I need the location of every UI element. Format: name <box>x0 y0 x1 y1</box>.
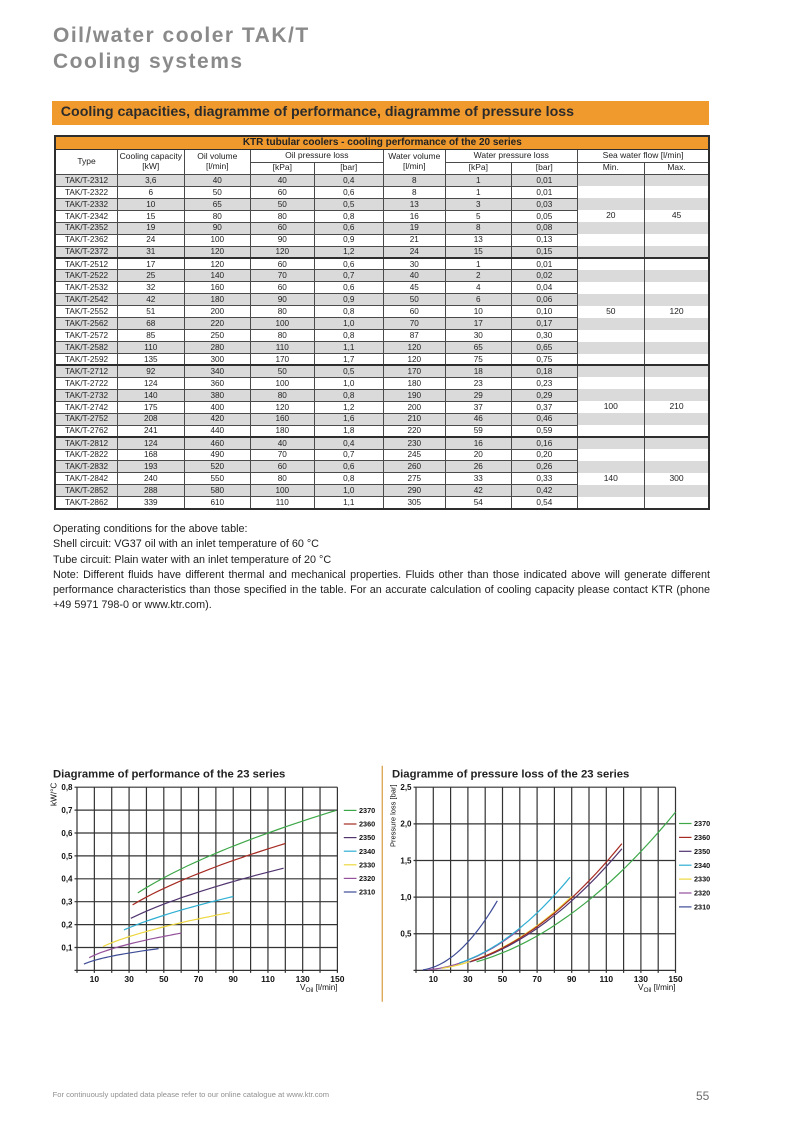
svg-text:0,3: 0,3 <box>61 898 73 907</box>
svg-text:0,2: 0,2 <box>61 921 73 930</box>
svg-text:1,0: 1,0 <box>400 893 412 902</box>
svg-text:90: 90 <box>228 974 238 984</box>
svg-text:2310: 2310 <box>359 888 375 897</box>
svg-text:0,7: 0,7 <box>61 806 73 815</box>
svg-text:VOil [l/min]: VOil [l/min] <box>300 983 338 994</box>
svg-text:2340: 2340 <box>359 847 375 856</box>
svg-text:2330: 2330 <box>359 860 375 869</box>
svg-text:2350: 2350 <box>359 833 375 842</box>
svg-text:0,6: 0,6 <box>61 829 73 838</box>
svg-text:110: 110 <box>599 974 613 984</box>
svg-text:2320: 2320 <box>694 889 710 898</box>
svg-text:150: 150 <box>330 974 344 984</box>
svg-text:1,5: 1,5 <box>400 856 412 865</box>
svg-text:Diagramme of pressure loss of: Diagramme of pressure loss of the 23 ser… <box>392 769 629 781</box>
svg-text:50: 50 <box>498 974 508 984</box>
svg-text:0,4: 0,4 <box>61 875 73 884</box>
svg-text:150: 150 <box>668 974 682 984</box>
svg-text:Pressure loss [bar]: Pressure loss [bar] <box>389 784 398 847</box>
svg-text:70: 70 <box>532 974 542 984</box>
svg-text:2350: 2350 <box>694 847 710 856</box>
svg-text:2370: 2370 <box>359 806 375 815</box>
svg-text:90: 90 <box>567 974 577 984</box>
svg-text:Diagramme of performance of th: Diagramme of performance of the 23 serie… <box>53 769 285 781</box>
svg-text:2370: 2370 <box>694 819 710 828</box>
svg-text:50: 50 <box>159 974 169 984</box>
svg-text:2330: 2330 <box>694 875 710 884</box>
svg-text:2320: 2320 <box>359 874 375 883</box>
svg-text:0,5: 0,5 <box>400 930 412 939</box>
svg-text:0,1: 0,1 <box>61 943 73 952</box>
svg-text:0,5: 0,5 <box>61 852 73 861</box>
svg-text:kW/°C: kW/°C <box>50 783 59 806</box>
svg-text:130: 130 <box>296 974 310 984</box>
svg-text:2360: 2360 <box>694 833 710 842</box>
svg-text:2360: 2360 <box>359 820 375 829</box>
svg-text:10: 10 <box>90 974 100 984</box>
svg-text:VOil [l/min]: VOil [l/min] <box>638 983 676 994</box>
svg-text:2,5: 2,5 <box>400 783 412 792</box>
svg-text:0,8: 0,8 <box>61 783 73 792</box>
svg-text:30: 30 <box>124 974 134 984</box>
svg-text:2340: 2340 <box>694 861 710 870</box>
svg-text:30: 30 <box>463 974 473 984</box>
svg-text:110: 110 <box>261 974 275 984</box>
svg-text:130: 130 <box>634 974 648 984</box>
svg-text:2310: 2310 <box>694 903 710 912</box>
svg-text:70: 70 <box>194 974 204 984</box>
svg-text:10: 10 <box>429 974 439 984</box>
svg-text:2,0: 2,0 <box>400 820 412 829</box>
